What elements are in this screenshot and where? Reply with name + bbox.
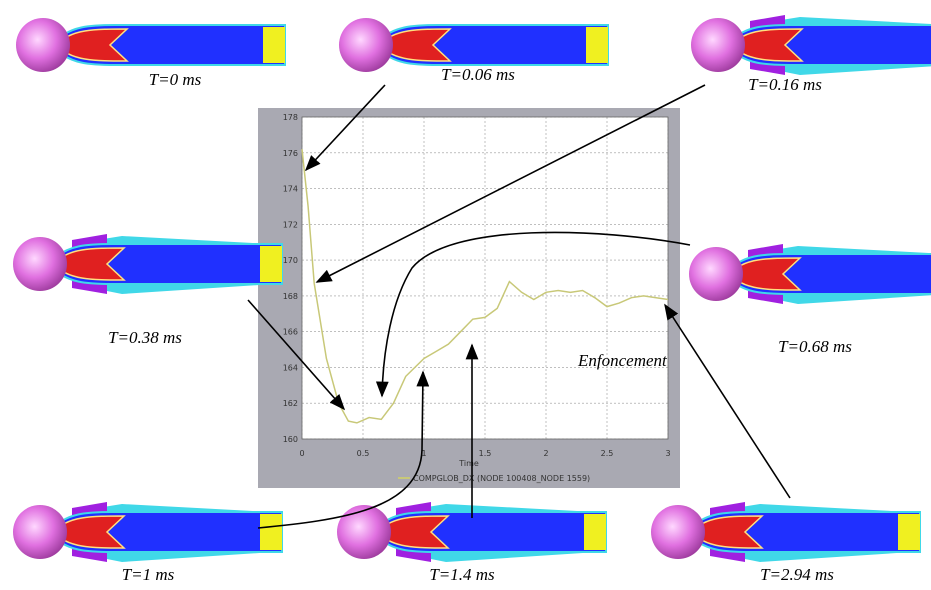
y-tick-label: 166 bbox=[283, 328, 298, 337]
y-tick-label: 174 bbox=[283, 185, 298, 194]
snapshot-label: T=0.38 ms bbox=[108, 328, 182, 347]
y-tick-label: 170 bbox=[283, 256, 298, 265]
snapshot-label: T=0.06 ms bbox=[441, 65, 515, 84]
snapshot-label: T=1.4 ms bbox=[429, 565, 495, 584]
snapshot-label: T=0.16 ms bbox=[748, 75, 822, 94]
arrow bbox=[315, 84, 706, 283]
impactor bbox=[13, 505, 67, 559]
snapshot-label: T=1 ms bbox=[122, 565, 175, 584]
snapshot bbox=[13, 502, 283, 562]
tail bbox=[260, 514, 282, 550]
snapshot bbox=[13, 234, 283, 294]
tail bbox=[584, 514, 606, 550]
snapshot-label: T=0 ms bbox=[149, 70, 202, 89]
nose bbox=[53, 515, 126, 549]
snapshot bbox=[689, 244, 931, 304]
x-tick-label: 0.5 bbox=[357, 449, 370, 458]
y-tick-label: 162 bbox=[283, 399, 298, 408]
arrow bbox=[247, 299, 346, 411]
nose bbox=[379, 28, 452, 62]
arrow bbox=[664, 303, 791, 499]
impactor bbox=[651, 505, 705, 559]
x-tick-label: 2 bbox=[543, 449, 548, 458]
plot-border bbox=[301, 116, 669, 440]
tail bbox=[260, 246, 282, 282]
impactor bbox=[689, 247, 743, 301]
impactor bbox=[16, 18, 70, 72]
tail bbox=[263, 27, 285, 63]
y-tick-label: 160 bbox=[283, 435, 298, 444]
annotation: Enfoncement bbox=[577, 351, 668, 370]
snapshot-label: T=0.68 ms bbox=[778, 337, 852, 356]
arrow bbox=[304, 84, 386, 172]
nose bbox=[53, 247, 126, 281]
snapshot bbox=[16, 18, 286, 72]
snapshot bbox=[651, 502, 921, 562]
nose bbox=[377, 515, 450, 549]
y-tick-label: 164 bbox=[283, 363, 298, 372]
arrow bbox=[257, 370, 430, 529]
x-tick-label: 0 bbox=[299, 449, 304, 458]
data-line bbox=[301, 149, 669, 424]
x-axis-label: Time bbox=[458, 459, 479, 468]
impactor bbox=[339, 18, 393, 72]
snapshot bbox=[691, 15, 931, 75]
x-tick-label: 1.5 bbox=[479, 449, 492, 458]
nose bbox=[56, 28, 129, 62]
impactor bbox=[337, 505, 391, 559]
x-tick-label: 3 bbox=[665, 449, 670, 458]
snapshot bbox=[339, 18, 609, 72]
y-tick-label: 172 bbox=[283, 220, 298, 229]
arrow bbox=[375, 231, 691, 398]
impactor bbox=[13, 237, 67, 291]
y-tick-label: 178 bbox=[283, 113, 298, 122]
y-tick-label: 168 bbox=[283, 292, 298, 301]
y-tick-label: 176 bbox=[283, 149, 298, 158]
nose bbox=[691, 515, 764, 549]
tail bbox=[898, 514, 920, 550]
legend-label: COMPGLOB_DX (NODE 100408_NODE 1559) bbox=[413, 474, 590, 483]
impactor bbox=[691, 18, 745, 72]
x-tick-label: 2.5 bbox=[601, 449, 614, 458]
snapshot-label: T=2.94 ms bbox=[760, 565, 834, 584]
tail bbox=[586, 27, 608, 63]
x-tick-label: 1 bbox=[421, 449, 426, 458]
nose bbox=[731, 28, 804, 62]
snapshot bbox=[337, 502, 607, 562]
arrows bbox=[247, 84, 791, 529]
nose bbox=[729, 257, 802, 291]
